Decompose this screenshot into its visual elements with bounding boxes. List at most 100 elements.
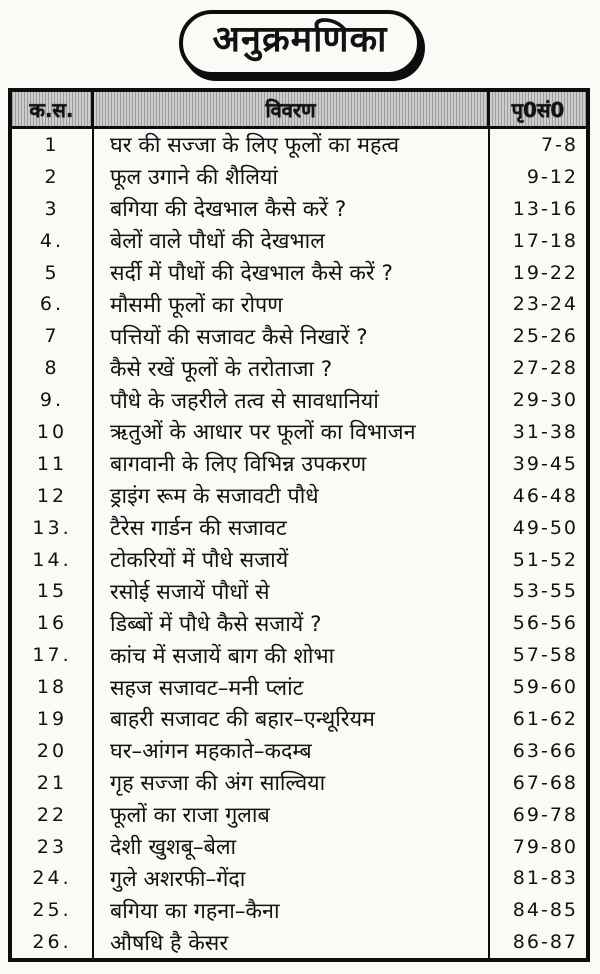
row-serial-number: 23	[12, 830, 94, 863]
table-row: 17. कांच में सजायें बाग की शोभा 57-58	[12, 639, 586, 672]
table-row: 9. पौधे के जहरीले तत्व से सावधानियां 29-…	[12, 384, 586, 417]
table-row: 13. टैरेस गार्डन की सजावट 49-50	[12, 511, 586, 544]
table-row: 14. टोकरियों में पौधे सजायें 51-52	[12, 543, 586, 576]
row-chapter-title: ऋतुओं के आधार पर फूलों का विभाजन	[94, 416, 490, 448]
row-chapter-title: कैसे रखें फूलों के तरोताजा ?	[94, 352, 490, 385]
table-row: 4. बेलों वाले पौधों की देखभाल 17-18	[12, 224, 586, 257]
row-page-range: 23-24	[512, 293, 578, 316]
row-chapter-title: मौसमी फूलों का रोपण	[94, 288, 490, 321]
table-row: 11 बागवानी के लिए विभिन्न उपकरण 39-45	[12, 447, 586, 480]
row-serial-number: 4.	[12, 224, 94, 257]
table-row: 19 बाहरी सजावट की बहार–एन्थूरियम 61-62	[12, 703, 586, 735]
row-chapter-title: ड्राइंग रूम के सजावटी पौधे	[94, 479, 490, 512]
table-body: 1 घर की सज्जा के लिए फूलों का महत्व 7-8 …	[12, 129, 586, 959]
toc-table: क.स. विवरण पृ0सं0 1 घर की सज्जा के लिए फ…	[8, 88, 590, 962]
row-chapter-title: बागवानी के लिए विभिन्न उपकरण	[94, 447, 490, 480]
row-chapter-title: बाहरी सजावट की बहार–एन्थूरियम	[94, 703, 490, 735]
table-row: 15 रसोई सजायें पौधों से 53-55	[12, 575, 586, 608]
row-page-range: 79-80	[512, 835, 578, 858]
table-row: 1 घर की सज्जा के लिए फूलों का महत्व 7-8	[12, 129, 586, 161]
table-row: 12 ड्राइंग रूम के सजावटी पौधे 46-48	[12, 479, 586, 512]
row-page-range: 49-50	[512, 516, 578, 539]
table-row: 21 गृह सज्जा की अंग साल्विया 67-68	[12, 766, 586, 799]
row-page-range: 81-83	[512, 867, 578, 890]
row-serial-number: 25.	[12, 894, 94, 927]
row-page-range: 56-56	[512, 612, 578, 635]
row-serial-number: 19	[12, 703, 94, 735]
row-page-range: 59-60	[512, 676, 578, 699]
table-row: 22 फूलों का राजा गुलाब 69-78	[12, 798, 586, 831]
row-page-range: 61-62	[512, 707, 578, 730]
title-pill: अनुक्रमणिका	[178, 10, 422, 76]
row-chapter-title: फूलों का राजा गुलाब	[94, 798, 490, 831]
row-page-range: 51-52	[512, 548, 578, 571]
row-page-range: 9-12	[526, 165, 578, 188]
table-row: 24. गुले अशरफी–गेंदा 81-83	[12, 862, 586, 895]
table-header-row: क.स. विवरण पृ0सं0	[12, 92, 586, 129]
row-serial-number: 15	[12, 575, 94, 608]
row-chapter-title: घर–आंगन महकाते–कदम्ब	[94, 734, 490, 767]
row-serial-number: 26.	[12, 926, 94, 959]
table-row: 26. औषधि है केसर 86-87	[12, 926, 586, 959]
row-chapter-title: डिब्बों में पौधे कैसे सजायें ?	[94, 607, 490, 640]
row-serial-number: 8	[12, 352, 94, 385]
table-row: 8 कैसे रखें फूलों के तरोताजा ? 27-28	[12, 352, 586, 385]
row-page-range: 39-45	[512, 452, 578, 475]
row-chapter-title: पौधे के जहरीले तत्व से सावधानियां	[94, 384, 490, 417]
row-chapter-title: गृह सज्जा की अंग साल्विया	[94, 766, 490, 799]
row-page-range: 17-18	[512, 229, 578, 252]
table-row: 10 ऋतुओं के आधार पर फूलों का विभाजन 31-3…	[12, 416, 586, 448]
row-page-range: 29-30	[512, 389, 578, 412]
row-serial-number: 16	[12, 607, 94, 640]
row-serial-number: 12	[12, 479, 94, 512]
row-page-range: 27-28	[512, 357, 578, 380]
row-page-range: 25-26	[512, 325, 578, 348]
row-page-range: 46-48	[512, 484, 578, 507]
row-page-range: 7-8	[540, 133, 578, 156]
table-row: 7 पत्तियों की सजावट कैसे निखारें ? 25-26	[12, 320, 586, 353]
row-page-range: 84-85	[512, 899, 578, 922]
row-serial-number: 5	[12, 256, 94, 289]
row-page-range: 67-68	[512, 771, 578, 794]
row-serial-number: 21	[12, 766, 94, 799]
row-chapter-title: कांच में सजायें बाग की शोभा	[94, 639, 490, 672]
table-row: 3 बगिया की देखभाल कैसे करें ? 13-16	[12, 192, 586, 225]
row-serial-number: 22	[12, 798, 94, 831]
row-chapter-title: गुले अशरफी–गेंदा	[94, 862, 490, 895]
row-serial-number: 13.	[12, 511, 94, 544]
row-chapter-title: देशी खुशबू–बेला	[94, 830, 490, 863]
table-row: 2 फूल उगाने की शैलियां 9-12	[12, 160, 586, 193]
row-serial-number: 9.	[12, 384, 94, 417]
page-title: अनुक्रमणिका	[212, 19, 388, 61]
row-chapter-title: सर्दी में पौधों की देखभाल कैसे करें ?	[94, 256, 490, 289]
row-chapter-title: फूल उगाने की शैलियां	[94, 160, 490, 193]
row-serial-number: 11	[12, 447, 94, 480]
row-serial-number: 10	[12, 416, 94, 448]
header-serial-number: क.स.	[12, 92, 94, 126]
table-row: 18 सहज सजावट–मनी प्लांट 59-60	[12, 671, 586, 704]
row-serial-number: 18	[12, 671, 94, 704]
table-row: 23 देशी खुशबू–बेला 79-80	[12, 830, 586, 863]
row-page-range: 13-16	[512, 197, 578, 220]
row-page-range: 53-55	[512, 580, 578, 603]
row-page-range: 69-78	[512, 803, 578, 826]
row-chapter-title: बगिया का गहना–कैना	[94, 894, 490, 927]
row-serial-number: 20	[12, 734, 94, 767]
table-row: 16 डिब्बों में पौधे कैसे सजायें ? 56-56	[12, 607, 586, 640]
table-row: 6. मौसमी फूलों का रोपण 23-24	[12, 288, 586, 321]
row-chapter-title: पत्तियों की सजावट कैसे निखारें ?	[94, 320, 490, 353]
row-serial-number: 2	[12, 160, 94, 193]
row-page-range: 57-58	[512, 644, 578, 667]
row-serial-number: 7	[12, 320, 94, 353]
table-row: 25. बगिया का गहना–कैना 84-85	[12, 894, 586, 927]
row-serial-number: 24.	[12, 862, 94, 895]
row-chapter-title: बेलों वाले पौधों की देखभाल	[94, 224, 490, 257]
row-page-range: 31-38	[512, 420, 578, 443]
row-chapter-title: रसोई सजायें पौधों से	[94, 575, 490, 608]
row-serial-number: 17.	[12, 639, 94, 672]
page-header: अनुक्रमणिका	[0, 0, 600, 76]
row-serial-number: 1	[12, 129, 94, 161]
row-page-range: 86-87	[512, 931, 578, 954]
row-page-range: 63-66	[512, 739, 578, 762]
row-serial-number: 3	[12, 192, 94, 225]
